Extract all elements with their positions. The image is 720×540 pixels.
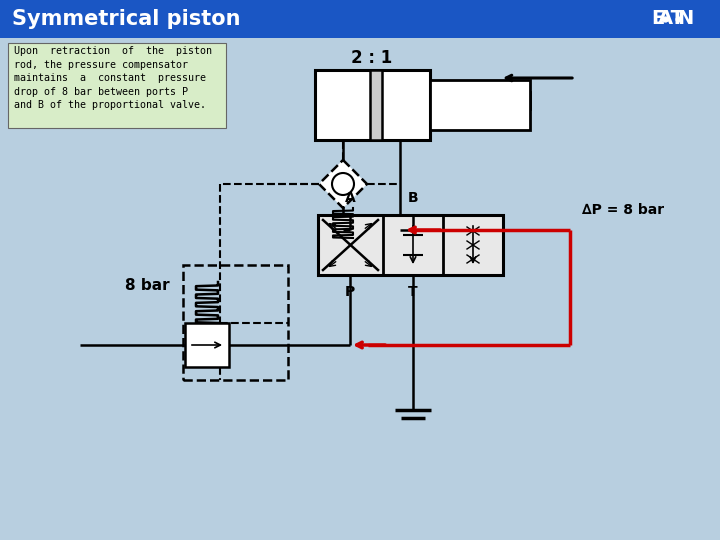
Bar [318,215,503,275]
Bar [370,70,382,140]
Text: 2 : 1: 2 : 1 [351,49,392,67]
Circle shape [332,173,354,195]
Bar [315,70,430,140]
Polygon shape [319,160,367,208]
Text: A: A [345,191,356,205]
Text: Symmetrical piston: Symmetrical piston [12,9,240,29]
Text: Upon  retraction  of  the  piston
rod, the pressure compensator
maintains  a  co: Upon retraction of the piston rod, the p… [14,46,212,110]
Bar [183,265,288,380]
Bar [185,323,229,367]
Bar [430,92,530,109]
Text: N: N [677,10,693,29]
Text: 8 bar: 8 bar [125,278,170,293]
Text: B: B [408,191,418,205]
Text: ∆P = 8 bar: ∆P = 8 bar [582,203,664,217]
Bar [430,80,530,130]
Text: P: P [345,285,355,299]
Bar [0,0,720,38]
Text: T: T [408,285,418,299]
Text: E: E [652,10,665,29]
Bar [8,43,226,128]
Text: AT: AT [657,10,685,29]
